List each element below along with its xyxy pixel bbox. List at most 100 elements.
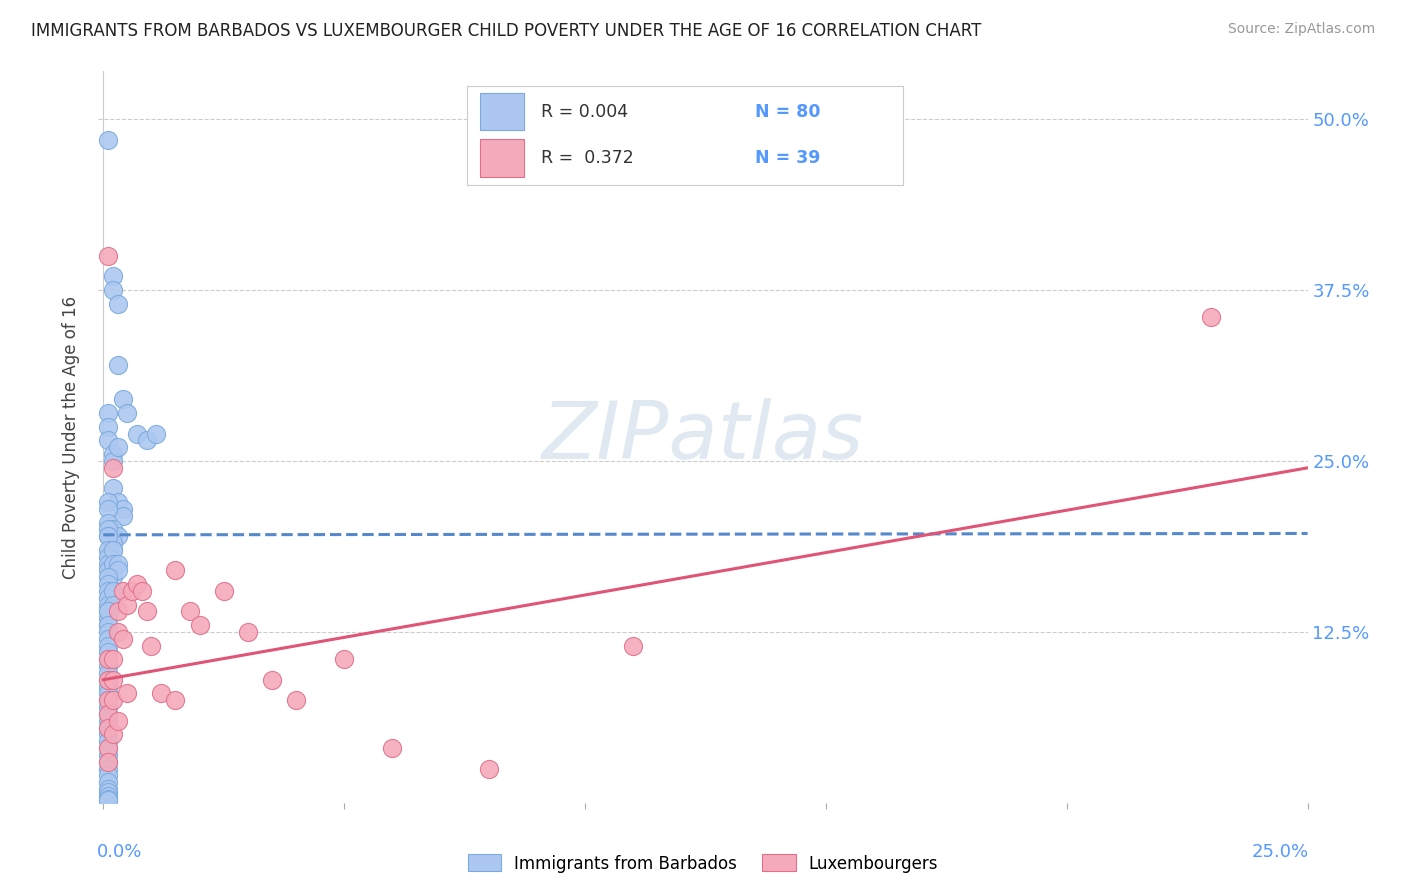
Point	[101, 542, 124, 557]
Point	[381, 741, 404, 756]
Point	[165, 693, 187, 707]
Point	[121, 583, 143, 598]
Point	[97, 785, 120, 799]
Point	[284, 693, 307, 707]
Point	[97, 495, 120, 509]
Point	[135, 434, 157, 448]
Point	[101, 652, 124, 666]
Point	[97, 434, 120, 448]
Point	[107, 624, 129, 639]
Point	[141, 639, 163, 653]
Point	[97, 249, 120, 263]
Point	[107, 714, 129, 728]
Point	[107, 495, 129, 509]
Point	[97, 529, 120, 543]
Point	[97, 700, 120, 714]
Point	[165, 563, 187, 577]
Point	[107, 440, 129, 454]
Point	[97, 529, 120, 543]
Point	[125, 426, 148, 441]
Point	[188, 618, 211, 632]
Point	[97, 618, 120, 632]
Point	[260, 673, 283, 687]
Point	[97, 714, 120, 728]
Point	[111, 583, 134, 598]
Point	[101, 283, 124, 297]
Point	[117, 598, 139, 612]
Point	[97, 522, 120, 536]
Point	[97, 755, 120, 769]
Text: Source: ZipAtlas.com: Source: ZipAtlas.com	[1227, 22, 1375, 37]
Point	[117, 686, 139, 700]
Point	[97, 741, 120, 756]
Point	[97, 563, 120, 577]
Legend: Immigrants from Barbados, Luxembourgers: Immigrants from Barbados, Luxembourgers	[461, 847, 945, 880]
Point	[97, 721, 120, 735]
Point	[212, 583, 235, 598]
Point	[179, 604, 201, 618]
Point	[101, 536, 124, 550]
Point	[97, 516, 120, 530]
Point	[131, 583, 153, 598]
Point	[135, 604, 157, 618]
Point	[101, 447, 124, 461]
Point	[97, 768, 120, 782]
Point	[97, 570, 120, 584]
Point	[97, 747, 120, 762]
Point	[97, 791, 120, 805]
Point	[97, 133, 120, 147]
Point	[97, 706, 120, 721]
Point	[97, 632, 120, 646]
Point	[101, 522, 124, 536]
Point	[97, 693, 120, 707]
Point	[97, 645, 120, 659]
Point	[107, 557, 129, 571]
Point	[101, 460, 124, 475]
Point	[101, 542, 124, 557]
Point	[1199, 310, 1222, 325]
Point	[333, 652, 356, 666]
Point	[101, 557, 124, 571]
Point	[97, 652, 120, 666]
Point	[97, 591, 120, 605]
Point	[107, 563, 129, 577]
Point	[97, 762, 120, 776]
Point	[97, 652, 120, 666]
Point	[97, 611, 120, 625]
Point	[101, 529, 124, 543]
Point	[97, 727, 120, 741]
Point	[101, 269, 124, 284]
Point	[97, 693, 120, 707]
Point	[111, 632, 134, 646]
Point	[111, 392, 134, 407]
Point	[478, 762, 501, 776]
Point	[97, 782, 120, 797]
Point	[97, 673, 120, 687]
Point	[97, 673, 120, 687]
Point	[150, 686, 173, 700]
Point	[97, 618, 120, 632]
Point	[97, 624, 120, 639]
Point	[101, 481, 124, 495]
Point	[111, 508, 134, 523]
Y-axis label: Child Poverty Under the Age of 16: Child Poverty Under the Age of 16	[62, 295, 80, 579]
Point	[97, 706, 120, 721]
Point	[97, 501, 120, 516]
Point	[97, 665, 120, 680]
Point	[97, 598, 120, 612]
Point	[111, 501, 134, 516]
Point	[101, 598, 124, 612]
Point	[97, 755, 120, 769]
Point	[236, 624, 259, 639]
Point	[97, 583, 120, 598]
Point	[97, 789, 120, 803]
Point	[107, 297, 129, 311]
Point	[107, 604, 129, 618]
Point	[97, 734, 120, 748]
Point	[97, 721, 120, 735]
Point	[97, 577, 120, 591]
Text: 25.0%: 25.0%	[1251, 843, 1309, 861]
Point	[97, 639, 120, 653]
Point	[97, 557, 120, 571]
Point	[97, 604, 120, 618]
